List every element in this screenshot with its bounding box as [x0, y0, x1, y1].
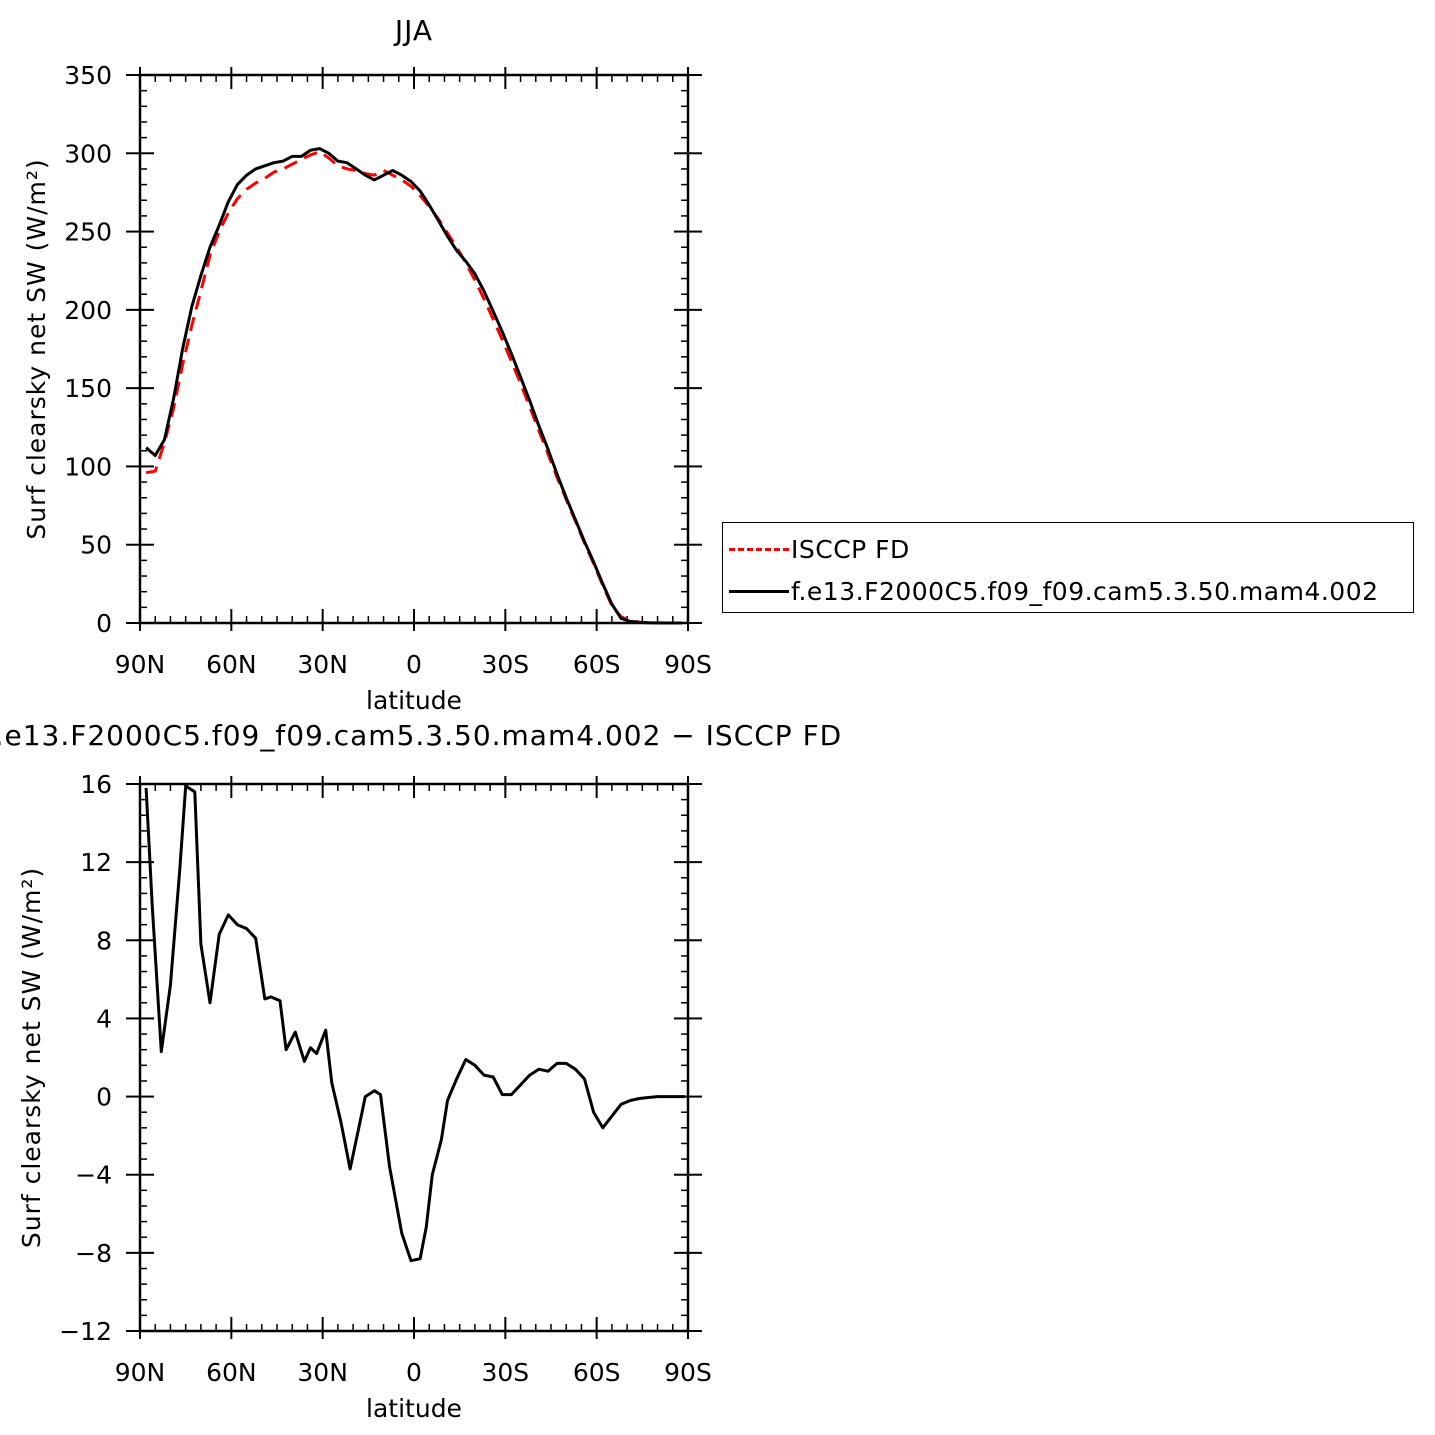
y-tick-label: 16 [80, 770, 112, 799]
y-axis-label: Surf clearsky net SW (W/m²) [17, 867, 46, 1248]
x-tick-label: 60N [206, 650, 257, 679]
plot-frame [138, 73, 690, 625]
x-tick-label: 30S [481, 1358, 529, 1387]
y-tick-label: −8 [75, 1239, 112, 1268]
y-tick-label: 0 [96, 1083, 112, 1112]
panel-title: JJA [393, 14, 433, 47]
legend-item-model: f.e13.F2000C5.f09_f09.cam5.3.50.mam4.002 [729, 571, 1379, 611]
y-tick-label: 250 [64, 218, 112, 247]
x-tick-label: 30N [297, 650, 348, 679]
x-tick-label: 30N [297, 1358, 348, 1387]
y-tick-label: −4 [75, 1161, 112, 1190]
y-tick-label: 0 [96, 609, 112, 638]
y-axis-label: Surf clearsky net SW (W/m²) [22, 158, 51, 539]
y-tick-label: 4 [96, 1004, 112, 1033]
series-line-0 [145, 150, 682, 625]
y-tick-label: 300 [64, 139, 112, 168]
legend-label-model: f.e13.F2000C5.f09_f09.cam5.3.50.mam4.002 [791, 576, 1379, 606]
y-tick-label: 200 [64, 296, 112, 325]
legend-swatch-dashed-red [729, 547, 789, 551]
x-tick-label: 90S [664, 650, 712, 679]
x-tick-label: 0 [406, 650, 422, 679]
y-tick-label: 8 [96, 926, 112, 955]
x-axis-label: latitude [366, 686, 462, 715]
legend-item-isccp: ISCCP FD [729, 529, 910, 569]
x-axis-label: latitude [366, 1394, 462, 1423]
x-tick-label: 90S [664, 1358, 712, 1387]
x-tick-label: 60S [573, 650, 621, 679]
y-tick-label: 350 [64, 61, 112, 90]
x-tick-label: 30S [481, 650, 529, 679]
series-line-1 [145, 147, 682, 625]
top-panel-jja: 90N 60N 30N 0 30S 60S 90S 0 50 100 150 200 250 300 350… [22, 14, 712, 715]
plot-frame [138, 782, 690, 1333]
y-tick-label: −12 [59, 1317, 112, 1346]
y-tick-label: 12 [80, 848, 112, 877]
x-tick-label: 90N [115, 1358, 166, 1387]
x-tick-label: 90N [115, 650, 166, 679]
bottom-panel-difference: 90N 60N 30N 0 30S 60S 90S −12 −8 −4 0 4 8 12 16 f.e13.F… [0, 719, 842, 1423]
y-tick-label: 100 [64, 452, 112, 481]
x-tick-label: 60S [573, 1358, 621, 1387]
legend-swatch-solid-black [729, 589, 789, 593]
x-tick-label: 60N [206, 1358, 257, 1387]
y-tick-label: 50 [80, 531, 112, 560]
legend: ISCCP FD f.e13.F2000C5.f09_f09.cam5.3.50… [722, 522, 1414, 613]
y-tick-label: 150 [64, 374, 112, 403]
series-line-0 [144, 784, 685, 1263]
x-tick-label: 0 [406, 1358, 422, 1387]
panel-title: f.e13.F2000C5.f09_f09.cam5.3.50.mam4.002… [0, 719, 842, 752]
legend-label-isccp: ISCCP FD [791, 534, 910, 564]
